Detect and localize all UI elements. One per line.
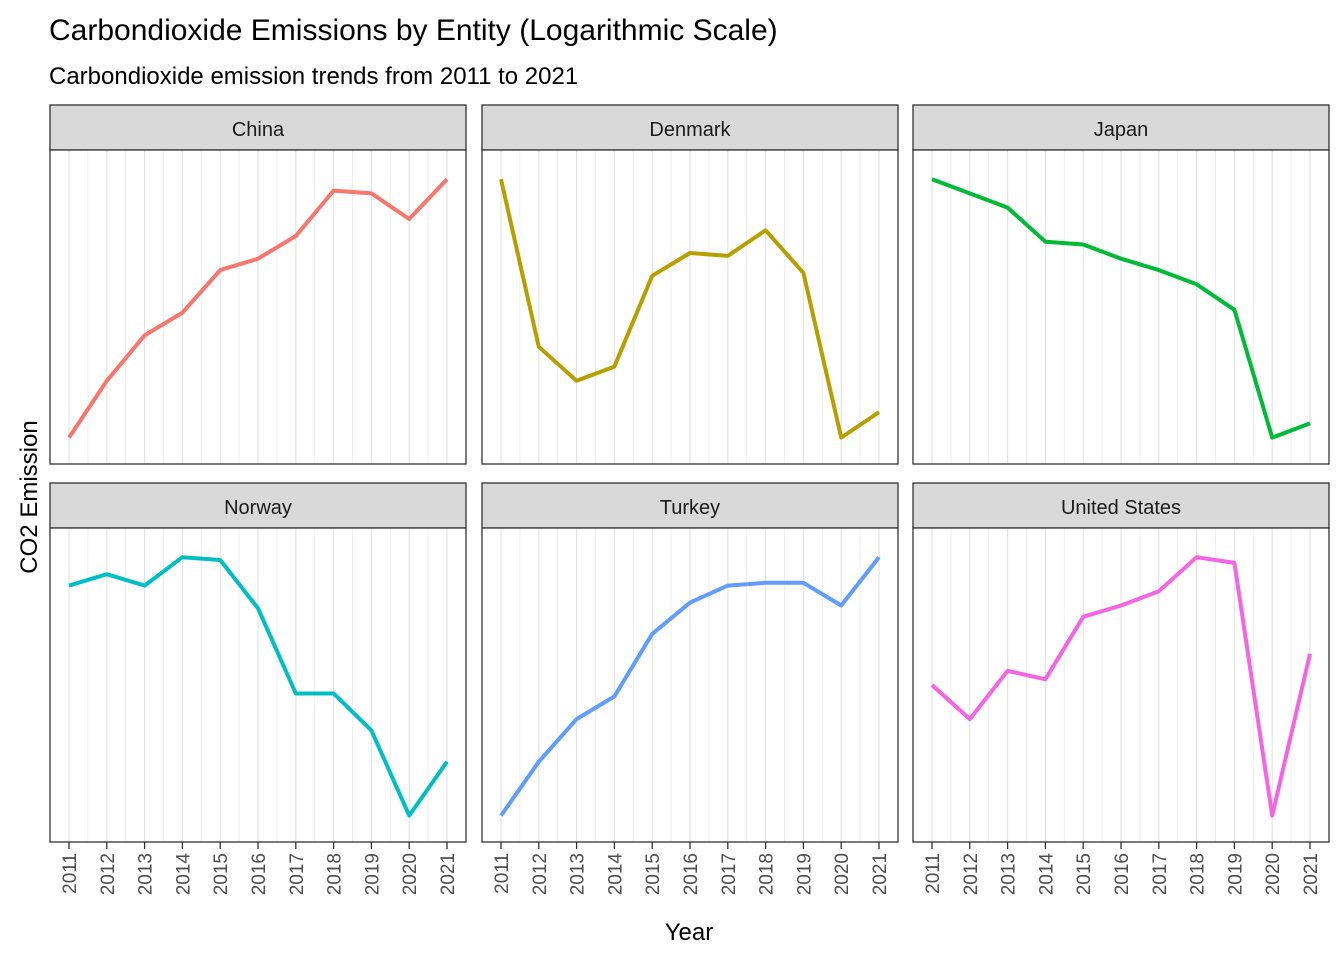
x-tick-label: 2018 [325, 853, 346, 895]
x-tick-label: 2011 [492, 853, 513, 894]
facet-strip [49, 482, 467, 529]
x-tick-label: 2021 [438, 853, 459, 895]
series-line [931, 177, 1311, 440]
facet-panel: China [49, 104, 467, 465]
x-tick-label: 2011 [923, 853, 944, 894]
x-tick-label: 2014 [173, 853, 194, 896]
x-tick-label: 2021 [1301, 853, 1322, 895]
panel-border [49, 149, 467, 465]
facet-strip-label: Denmark [649, 119, 731, 141]
x-tick-label: 2015 [1074, 853, 1095, 895]
series-line [68, 555, 449, 818]
facet-strip-label: Turkey [660, 497, 720, 519]
facet-panels: China Denmark Japan Norway 2011 2012 2013 2014 2… [49, 104, 1330, 896]
panel-border [912, 149, 1330, 465]
chart-subtitle: Carbondioxide emission trends from 2011 … [49, 63, 578, 90]
facet-strip [912, 104, 1330, 151]
x-tick-label: 2013 [136, 853, 157, 895]
facet-strip [912, 482, 1330, 529]
x-tick-label: 2014 [605, 853, 626, 896]
x-tick-label: 2013 [999, 853, 1020, 895]
y-axis-title: CO2 Emission [16, 420, 43, 573]
facet-panel: Japan [912, 104, 1330, 465]
chart-title: Carbondioxide Emissions by Entity (Logar… [49, 14, 778, 47]
series-line [499, 555, 881, 817]
x-axis-title: Year [665, 919, 714, 946]
facet-strip-label: China [232, 119, 285, 141]
facet-panel: Norway 2011 2012 2013 2014 2015 2016 2017 2018 20… [49, 482, 467, 896]
facet-strip [49, 104, 467, 151]
x-tick-label: 2017 [1150, 853, 1171, 895]
x-tick-label: 2021 [870, 853, 891, 895]
panel-border [481, 149, 899, 465]
facet-panel: Denmark [481, 104, 899, 465]
x-tick-label: 2012 [530, 853, 551, 895]
facet-strip [481, 104, 899, 151]
x-tick-label: 2016 [1112, 853, 1133, 895]
facet-strip-label: Norway [224, 497, 292, 519]
x-tick-label: 2019 [362, 853, 383, 895]
facet-panel: Turkey 2011 2012 2013 2014 2015 2016 2017 2018 20… [481, 482, 899, 896]
x-tick-label: 2016 [681, 853, 702, 895]
x-tick-label: 2017 [719, 853, 740, 895]
x-tick-label: 2020 [1263, 853, 1284, 895]
x-tick-label: 2015 [211, 853, 232, 895]
x-tick-label: 2016 [249, 853, 270, 895]
facet-strip-label: United States [1061, 497, 1181, 519]
series-line [499, 178, 881, 440]
x-tick-label: 2018 [757, 853, 778, 895]
x-tick-label: 2019 [794, 853, 815, 895]
x-tick-label: 2013 [568, 853, 589, 895]
x-tick-label: 2012 [98, 853, 119, 895]
x-tick-label: 2019 [1225, 853, 1246, 895]
series-line [67, 177, 449, 439]
x-tick-label: 2020 [832, 853, 853, 895]
x-tick-label: 2018 [1188, 853, 1209, 895]
facet-panel: United States 2011 2012 2013 2014 2015 2016 201… [912, 482, 1330, 896]
x-tick-label: 2014 [1036, 853, 1057, 896]
x-tick-label: 2011 [60, 853, 81, 894]
x-tick-label: 2015 [643, 853, 664, 895]
x-tick-label: 2020 [400, 853, 421, 895]
x-tick-label: 2017 [287, 853, 308, 895]
x-tick-label: 2012 [961, 853, 982, 895]
facet-strip-label: Japan [1094, 119, 1149, 141]
series-line [930, 555, 1312, 818]
